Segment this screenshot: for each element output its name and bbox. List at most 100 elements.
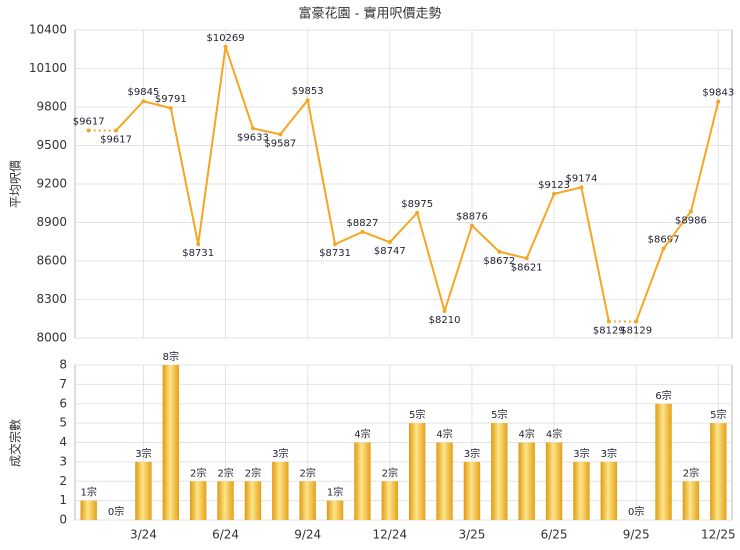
- value-label: $9843: [702, 87, 734, 98]
- y-tick-label: 8000: [36, 331, 67, 345]
- y-tick-label: 3: [59, 454, 67, 468]
- line-segment: [169, 107, 200, 245]
- bar: [354, 442, 371, 520]
- chart-title: 富豪花園 - 實用呎價走勢: [299, 6, 442, 22]
- line-segment: [389, 212, 418, 243]
- y-tick-label: 1: [59, 493, 67, 507]
- value-label: $8975: [401, 199, 433, 210]
- bar: [545, 442, 563, 520]
- value-label: 3宗: [601, 447, 617, 460]
- y-tick-label: 6: [59, 396, 67, 410]
- value-label: $9633: [237, 132, 269, 143]
- x-tick-label: 3/25: [458, 528, 485, 542]
- value-label: 2宗: [217, 466, 233, 479]
- x-tick-label: 12/24: [373, 528, 408, 542]
- value-label: $9617: [73, 116, 105, 127]
- x-tick-label: 12/25: [701, 528, 736, 542]
- line-segment: [334, 230, 363, 246]
- line-segment: [525, 193, 555, 259]
- value-label: 5宗: [409, 408, 425, 421]
- y-tick-label: 2: [59, 474, 67, 488]
- y-tick-label: 8300: [36, 292, 67, 306]
- x-tick-label: 9/25: [623, 528, 650, 542]
- value-label: $9617: [100, 134, 132, 145]
- line-segment: [635, 248, 665, 322]
- line-segment: [224, 46, 254, 129]
- value-label: 8宗: [163, 350, 179, 363]
- value-label: 4宗: [354, 428, 370, 441]
- value-label: 5宗: [710, 408, 726, 421]
- line-segment: [416, 212, 446, 312]
- y-tick-label: 8900: [36, 215, 67, 229]
- value-label: $8827: [347, 218, 379, 229]
- value-label: 3宗: [464, 447, 480, 460]
- bar: [436, 442, 453, 520]
- value-label: $9845: [128, 87, 160, 98]
- bar: [655, 403, 672, 520]
- line-segment: [115, 100, 145, 132]
- bar: [80, 500, 97, 520]
- bar: [573, 461, 590, 520]
- value-label: 3宗: [573, 447, 589, 460]
- value-label: 5宗: [491, 408, 507, 421]
- value-label: 2宗: [300, 466, 316, 479]
- x-tick-label: 6/24: [212, 528, 239, 542]
- value-label: 4宗: [519, 428, 535, 441]
- y-tick-label: 9200: [36, 177, 67, 191]
- value-label: $9174: [566, 173, 598, 184]
- bar: [381, 481, 399, 520]
- value-label: $9123: [538, 180, 570, 191]
- y-tick-label: 0: [59, 513, 67, 527]
- value-label: $9791: [155, 94, 187, 105]
- value-label: $8876: [456, 212, 488, 223]
- bar: [710, 423, 727, 520]
- bar: [682, 481, 700, 520]
- value-label: 1宗: [81, 486, 97, 499]
- value-label: 0宗: [628, 505, 644, 518]
- value-label: 6宗: [655, 389, 671, 402]
- y-tick-label: 9800: [36, 100, 67, 114]
- line-segment: [279, 99, 309, 135]
- value-label: $8747: [374, 246, 406, 257]
- value-label: $8621: [511, 262, 543, 273]
- value-label: 4宗: [436, 428, 452, 441]
- bar: [491, 423, 508, 520]
- value-label: 2宗: [245, 466, 261, 479]
- bar: [408, 423, 426, 520]
- y-tick-label: 10400: [29, 23, 67, 37]
- y-tick-label: 10100: [29, 61, 67, 75]
- value-label: $9853: [292, 86, 324, 97]
- bar: [217, 481, 234, 520]
- line-segment: [580, 187, 610, 322]
- line-segment: [143, 100, 172, 110]
- x-tick-label: 9/24: [294, 528, 321, 542]
- line-segment: [362, 230, 391, 244]
- value-label: $8731: [182, 248, 214, 259]
- bar: [244, 481, 262, 520]
- line-segment: [689, 101, 720, 212]
- y-tick-label: 8600: [36, 254, 67, 268]
- value-label: $8986: [675, 215, 707, 226]
- value-label: 2宗: [190, 466, 206, 479]
- bar: [326, 500, 344, 520]
- bar: [518, 442, 535, 520]
- bar: [463, 461, 481, 520]
- line-segment: [499, 250, 527, 260]
- value-label: $10269: [206, 33, 244, 44]
- y-axis-label: 成交宗數: [8, 419, 23, 467]
- line-segment: [252, 127, 281, 136]
- y-tick-label: 7: [59, 377, 67, 391]
- value-label: $8672: [483, 256, 515, 267]
- value-label: 4宗: [546, 428, 562, 441]
- value-label: 3宗: [272, 447, 288, 460]
- value-label: 1宗: [327, 486, 343, 499]
- line-segment: [662, 210, 692, 250]
- bar: [135, 461, 152, 520]
- line-segment: [471, 224, 501, 253]
- bar: [272, 461, 289, 520]
- value-label: $8731: [319, 248, 351, 259]
- x-tick-label: 6/25: [541, 528, 568, 542]
- bar: [189, 481, 207, 520]
